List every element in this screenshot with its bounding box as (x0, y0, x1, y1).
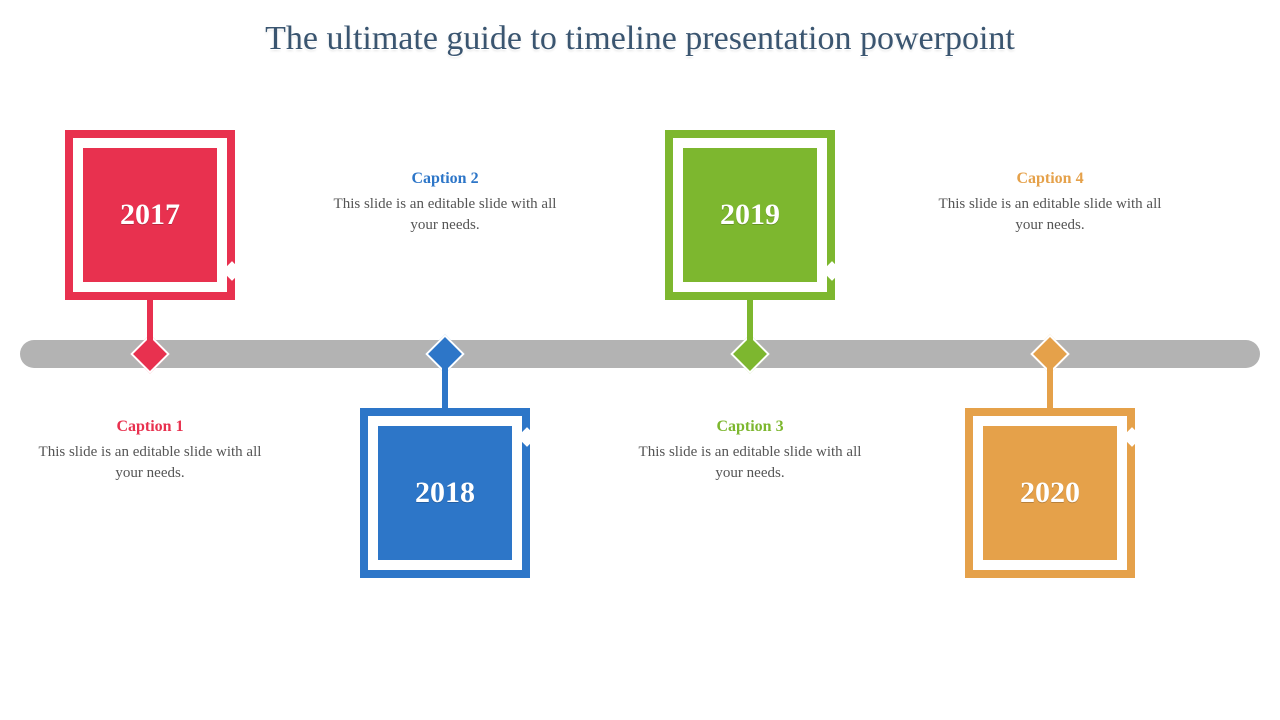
connector (442, 362, 448, 408)
connector (147, 300, 153, 346)
caption-title: Caption 1 (30, 418, 270, 436)
year-frame: 2017 (65, 130, 235, 300)
caption-block: Caption 1 This slide is an editable slide… (30, 418, 270, 484)
connector (1047, 362, 1053, 408)
slide-title: The ultimate guide to timeline presentat… (0, 20, 1280, 58)
caption-title: Caption 2 (325, 170, 565, 188)
year-label: 2019 (720, 198, 780, 232)
caption-title: Caption 3 (630, 418, 870, 436)
year-label: 2017 (120, 198, 180, 232)
caption-body: This slide is an editable slide with all… (930, 194, 1170, 236)
caption-block: Caption 4 This slide is an editable slide… (930, 170, 1170, 236)
timeline-bar (20, 340, 1260, 368)
year-frame: 2020 (965, 408, 1135, 578)
caption-title: Caption 4 (930, 170, 1170, 188)
year-frame: 2019 (665, 130, 835, 300)
timeline-slide: The ultimate guide to timeline presentat… (0, 0, 1280, 720)
year-frame: 2018 (360, 408, 530, 578)
caption-body: This slide is an editable slide with all… (30, 442, 270, 484)
caption-block: Caption 3 This slide is an editable slide… (630, 418, 870, 484)
caption-block: Caption 2 This slide is an editable slide… (325, 170, 565, 236)
year-label: 2020 (1020, 476, 1080, 510)
connector (747, 300, 753, 346)
year-label: 2018 (415, 476, 475, 510)
caption-body: This slide is an editable slide with all… (630, 442, 870, 484)
caption-body: This slide is an editable slide with all… (325, 194, 565, 236)
